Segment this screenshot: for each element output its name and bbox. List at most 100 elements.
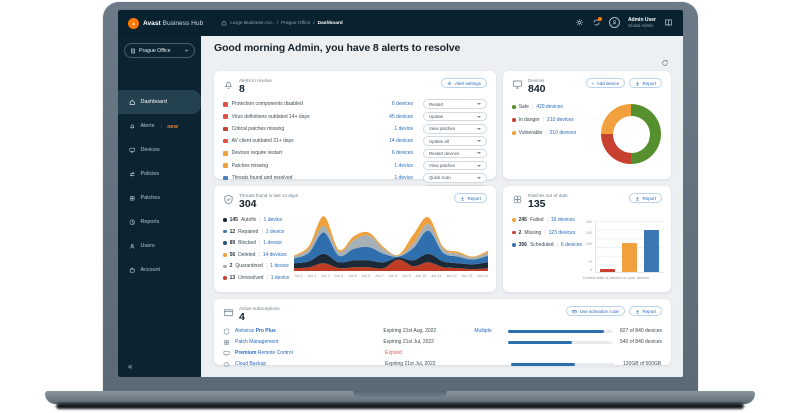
- legend-divider: |: [261, 228, 263, 235]
- alerts-card: Alerts to resolve 8 Alert settings: [214, 71, 496, 196]
- status-dot: [223, 218, 227, 222]
- legend-count-link[interactable]: 210 devices: [547, 117, 574, 124]
- legend-count-link[interactable]: 210 devices: [549, 130, 577, 137]
- button-label: Add device: [596, 80, 619, 86]
- select-value: Restart: [429, 101, 444, 107]
- sidebar-item-dashboard[interactable]: Dashboard: [118, 90, 201, 114]
- alert-row: AV client outdated 21+ days 14 devices U…: [223, 135, 487, 147]
- subscription-expiry: Expiring 21st Jul, 2022: [385, 361, 436, 368]
- legend-count-link[interactable]: 1 device: [270, 263, 289, 270]
- legend-count-link[interactable]: 1 device: [263, 217, 283, 223]
- x-tick: Jun 11: [430, 274, 442, 278]
- legend-value: 245: [518, 217, 527, 224]
- settings-gear-icon[interactable]: [575, 18, 584, 27]
- user-role: Global Admin: [627, 23, 654, 29]
- alert-devices-link[interactable]: 14 devices: [389, 138, 413, 145]
- subscription-name-link[interactable]: Patch Management: [235, 339, 383, 345]
- legend-count-link[interactable]: 1 device: [263, 240, 282, 247]
- breadcrumb-item[interactable]: Prague Office: [281, 20, 311, 26]
- legend-count-link[interactable]: 1 device: [265, 228, 285, 235]
- alert-action-select[interactable]: Restart devices: [423, 148, 487, 159]
- x-tick: Jun 1: [294, 274, 303, 278]
- bell-icon: [129, 124, 135, 129]
- avatar[interactable]: [608, 17, 620, 29]
- refresh-icon[interactable]: [661, 59, 669, 67]
- patches-count: 135: [528, 198, 546, 210]
- status-dot: [223, 276, 227, 280]
- legend-label: Deleted: [238, 251, 256, 258]
- status-dot: [512, 218, 516, 222]
- sidebar-item-account[interactable]: Account: [118, 258, 201, 282]
- sync-icon[interactable]: [592, 17, 602, 27]
- button-label: Report: [642, 308, 656, 314]
- sidebar-item-users[interactable]: Users: [118, 234, 201, 258]
- alert-action-select[interactable]: Update all: [423, 136, 487, 146]
- legend-count-link[interactable]: 16 devices: [550, 217, 575, 224]
- use-activation-code-button[interactable]: Use activation code: [566, 306, 625, 316]
- alert-devices-link[interactable]: 45 devices: [389, 113, 413, 120]
- subscription-expiry: Expiring 21st Jul, 2022: [383, 339, 434, 346]
- legend-item: 2 Quarantined | 1 device: [223, 263, 289, 269]
- alert-devices-link[interactable]: 1 device: [394, 174, 413, 181]
- alert-devices-link[interactable]: 6 devices: [391, 101, 413, 108]
- sidebar-item-devices[interactable]: Devices: [118, 138, 201, 162]
- brand-rest: Business Hub: [160, 19, 204, 27]
- multiple-link[interactable]: Multiple: [474, 328, 492, 335]
- legend-count-link[interactable]: 14 devices: [262, 251, 287, 258]
- threats-report-button[interactable]: Report: [453, 193, 487, 203]
- usage-progress-bar: [508, 329, 612, 333]
- alert-devices-link[interactable]: 6 devices: [391, 150, 413, 157]
- alert-devices-link[interactable]: 1 device: [394, 162, 413, 169]
- patches-report-button[interactable]: Report: [628, 193, 662, 203]
- alert-action-select[interactable]: View patches: [423, 124, 487, 134]
- user-menu[interactable]: Admin User Global Admin: [628, 17, 656, 29]
- alert-action-select[interactable]: Restart: [423, 99, 487, 109]
- name-part: Patch Management: [235, 339, 279, 346]
- legend-count-link[interactable]: 123 devices: [548, 229, 576, 236]
- subscriptions-count: 4: [239, 311, 245, 323]
- legend-label: Missing: [524, 229, 542, 236]
- select-value: Restart devices: [429, 150, 460, 156]
- chevron-down-icon: [477, 164, 481, 167]
- subscription-name-link[interactable]: Cloud Backup: [235, 361, 385, 367]
- patches-card: Patches out of date 135 Report: [503, 186, 671, 292]
- legend-item: 145 Autofix | 1 device: [223, 217, 289, 223]
- legend-count-link[interactable]: 6 devices: [560, 242, 583, 249]
- download-icon: [636, 196, 639, 200]
- alert-label: Protection components disabled: [231, 101, 303, 108]
- subscription-name-link[interactable]: Antivirus Pro Plus: [235, 328, 383, 334]
- subscription-usage: 120GB of 500GB: [623, 361, 662, 368]
- x-tick: Jun 3: [320, 274, 330, 278]
- shield-check-icon: [223, 194, 234, 205]
- legend-count-link[interactable]: 420 devices: [536, 104, 563, 111]
- sidebar-item-alerts[interactable]: Alerts | NEW: [118, 114, 201, 138]
- badge-divider: |: [161, 123, 163, 129]
- sidebar-item-policies[interactable]: Policies: [118, 162, 201, 186]
- threats-card: Threats found in last 14 days 304 Report: [214, 186, 496, 292]
- sidebar-item-reports[interactable]: Reports: [118, 210, 201, 234]
- breadcrumb-item[interactable]: Large Business Acc.: [230, 20, 274, 26]
- alert-action-select[interactable]: Quick scan: [423, 173, 487, 183]
- org-selector-label: Prague Office: [139, 47, 171, 54]
- subscriptions-report-button[interactable]: Report: [628, 306, 662, 316]
- devices-count: 840: [528, 83, 546, 95]
- subscription-name-link[interactable]: Premium Remote Control: [235, 350, 385, 356]
- add-device-button[interactable]: + Add device: [585, 78, 625, 88]
- home-icon[interactable]: [221, 20, 227, 26]
- devices-report-button[interactable]: Report: [628, 78, 662, 88]
- legend-count-link[interactable]: 1 device: [270, 274, 290, 281]
- status-dot: [223, 229, 227, 234]
- sidebar-item-patches[interactable]: Patches: [118, 186, 201, 210]
- x-tick: Jun 12: [446, 274, 457, 278]
- user-name: Admin User: [627, 17, 656, 24]
- alert-settings-button[interactable]: Alert settings: [441, 78, 487, 88]
- knowledge-base-icon[interactable]: [664, 18, 673, 27]
- button-label: Report: [467, 195, 481, 201]
- shield-alert-icon: [223, 114, 228, 119]
- alert-action-select[interactable]: View patches: [423, 160, 487, 171]
- legend-item: Safe | 420 devices: [512, 104, 662, 110]
- alert-devices-link[interactable]: 1 device: [394, 125, 413, 132]
- alert-action-select[interactable]: Update: [423, 111, 487, 122]
- org-selector[interactable]: Prague Office: [124, 43, 195, 58]
- sidebar-collapse-icon[interactable]: «: [128, 362, 133, 371]
